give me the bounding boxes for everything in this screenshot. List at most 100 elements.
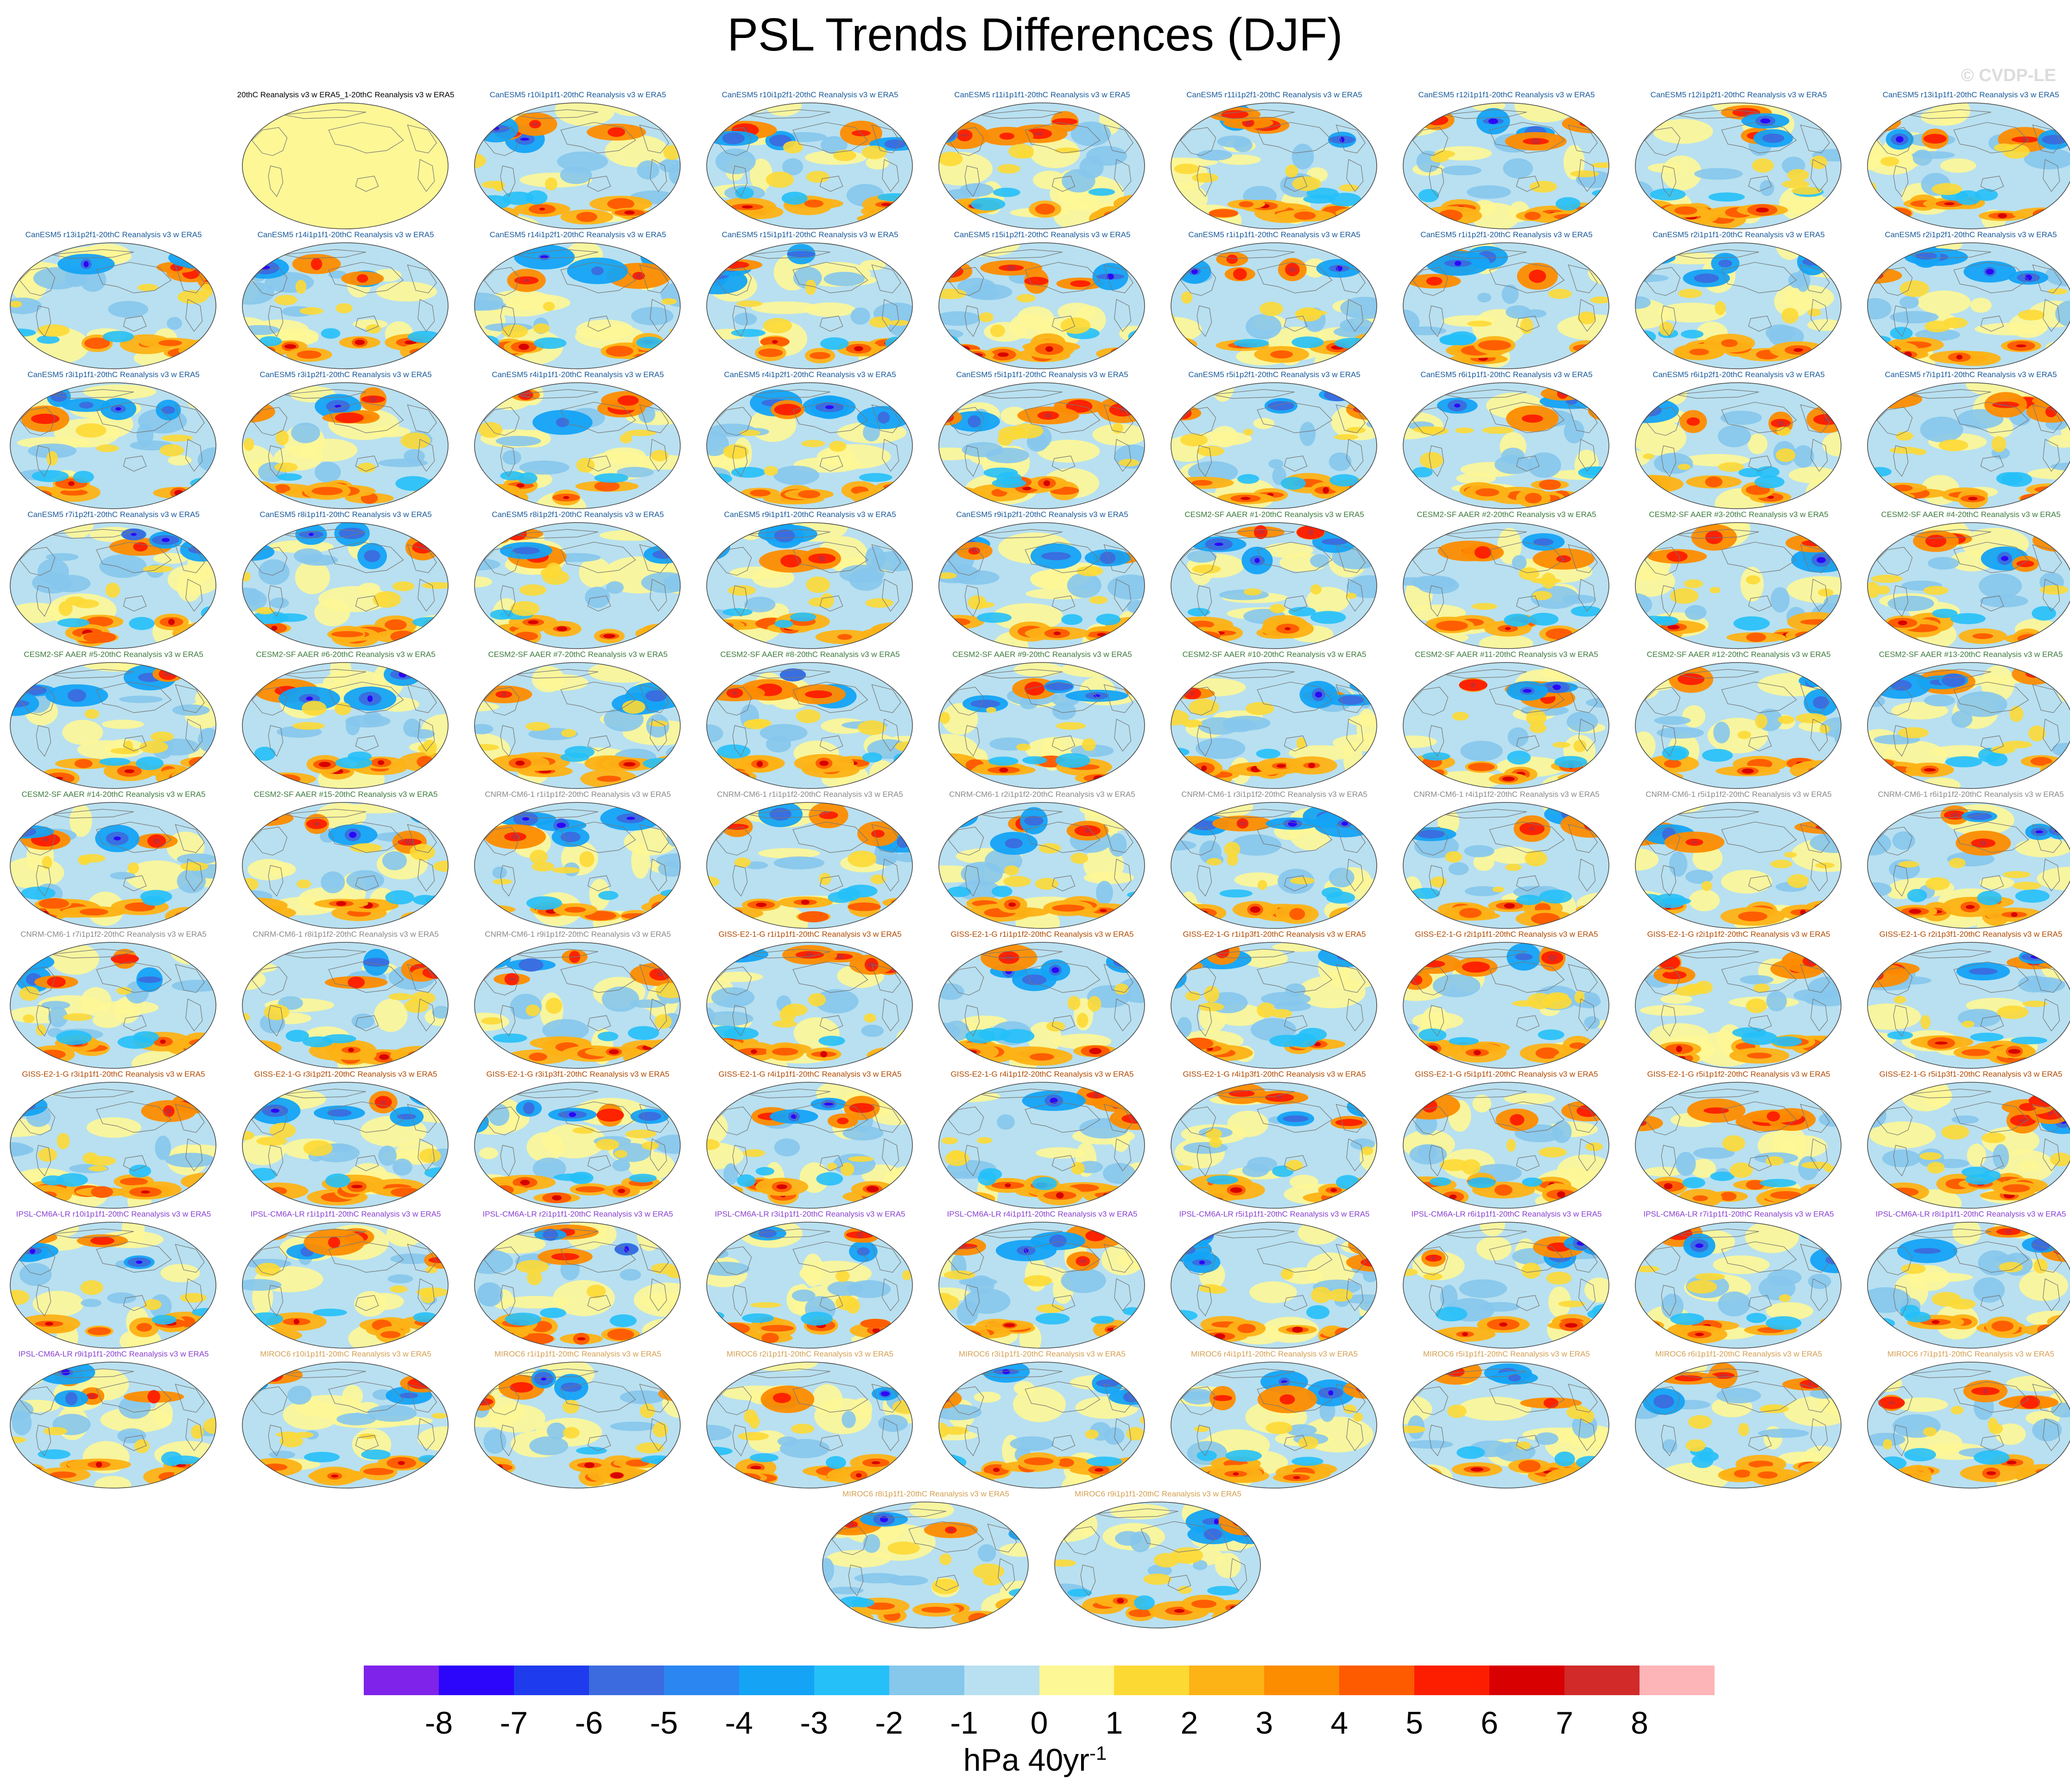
coastline — [1346, 998, 1364, 1032]
coastline — [355, 1015, 379, 1031]
map-field — [939, 103, 1145, 229]
field-contour — [187, 802, 216, 827]
field-contour — [1940, 158, 1976, 173]
map-border — [1171, 522, 1377, 649]
coastline — [1810, 719, 1828, 752]
field-contour — [1276, 1096, 1283, 1099]
field-contour — [79, 402, 94, 409]
field-contour — [1678, 464, 1691, 470]
robinson-map — [1635, 102, 1842, 229]
field-contour — [501, 324, 528, 338]
field-contour — [481, 908, 488, 911]
field-contour — [1336, 1175, 1360, 1190]
field-contour — [1652, 915, 1662, 920]
field-contour — [1454, 404, 1461, 408]
field-contour — [798, 911, 829, 922]
field-contour — [86, 1117, 141, 1138]
field-contour — [203, 808, 216, 820]
field-contour — [242, 325, 280, 335]
field-contour — [1758, 1131, 1797, 1160]
field-contour — [871, 911, 905, 921]
field-contour — [1504, 903, 1515, 909]
field-contour — [1274, 1001, 1311, 1011]
field-contour — [392, 581, 415, 591]
coastline — [747, 1088, 830, 1098]
field-contour — [2051, 743, 2070, 757]
field-contour — [723, 1163, 738, 1185]
field-contour — [1334, 434, 1358, 440]
map-panel: GISS-E2-1-G r2i1p3f1-20thC Reanalysis v3… — [1862, 930, 2070, 1069]
field-contour — [805, 690, 832, 699]
field-contour — [1418, 189, 1439, 202]
field-contour — [1824, 355, 1841, 362]
field-contour — [51, 943, 100, 975]
map-panel: CanESM5 r8i1p1f1-20thC Reanalysis v3 w E… — [237, 510, 455, 649]
robinson-map — [474, 1222, 681, 1349]
field-contour — [1241, 497, 1251, 500]
coastline — [587, 595, 611, 612]
field-contour — [1296, 737, 1306, 750]
field-contour — [1412, 426, 1444, 433]
coastline — [1568, 404, 1598, 434]
panel-title: CanESM5 r6i1p2f1-20thC Reanalysis v3 w E… — [1652, 370, 1825, 379]
field-contour — [1512, 1000, 1539, 1007]
coastline — [1196, 165, 1212, 197]
field-contour — [1867, 770, 1891, 781]
field-contour — [417, 915, 428, 921]
field-contour — [165, 1153, 216, 1167]
field-contour — [970, 700, 1000, 708]
field-contour — [617, 467, 654, 478]
coastline — [251, 407, 288, 436]
field-contour — [1468, 1177, 1496, 1188]
coastline — [1336, 544, 1366, 574]
coastline — [1196, 1145, 1212, 1177]
map-field — [242, 243, 448, 369]
field-contour — [110, 748, 139, 754]
robinson-map — [10, 382, 216, 509]
field-contour — [135, 757, 164, 770]
coastline — [19, 827, 56, 856]
field-contour — [1403, 1092, 1431, 1104]
field-contour — [1868, 759, 1894, 768]
coastline — [1676, 249, 1759, 259]
coastline — [639, 264, 669, 294]
field-contour — [242, 1130, 255, 1141]
coastline — [1721, 821, 1797, 853]
field-contour — [605, 135, 669, 167]
field-contour — [32, 1291, 84, 1317]
field-contour — [1329, 452, 1352, 471]
coastline — [500, 585, 516, 617]
field-contour — [253, 814, 279, 822]
field-contour — [1760, 118, 1771, 124]
field-contour — [1920, 416, 1963, 442]
field-contour — [1506, 1139, 1516, 1152]
field-contour — [379, 1054, 389, 1060]
robinson-map — [1171, 522, 1377, 649]
field-contour — [1171, 974, 1174, 981]
field-contour — [889, 485, 900, 489]
field-contour — [1657, 727, 1704, 739]
field-contour — [1403, 202, 1422, 210]
coastline — [1489, 542, 1565, 574]
coastline — [882, 858, 899, 892]
coastline — [2032, 124, 2062, 154]
map-panel: CESM2-SF AAER #2-20thC Reanalysis v3 w E… — [1398, 510, 1615, 649]
field-contour — [1045, 346, 1053, 352]
field-contour — [1815, 768, 1826, 773]
field-contour — [475, 215, 481, 220]
panel-title: CanESM5 r4i1p1f1-20thC Reanalysis v3 w E… — [492, 370, 664, 379]
field-contour — [1795, 713, 1827, 724]
field-contour — [1482, 426, 1514, 434]
map-panel: 20thC Reanalysis v3 w ERA5_1-20thC Reana… — [237, 90, 455, 229]
field-contour — [382, 851, 407, 871]
field-contour — [993, 188, 1020, 197]
map-border — [1635, 802, 1842, 929]
field-contour — [1815, 630, 1837, 637]
field-contour — [255, 1262, 281, 1276]
coastline — [792, 681, 868, 713]
field-contour — [1538, 479, 1561, 490]
field-contour — [943, 1042, 999, 1061]
field-contour — [1654, 716, 1691, 725]
field-contour — [991, 885, 1013, 897]
field-contour — [12, 1053, 48, 1068]
